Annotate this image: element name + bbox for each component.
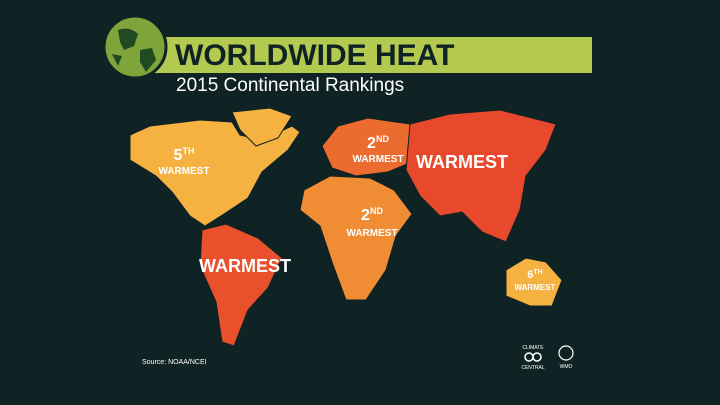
globe-land	[112, 28, 156, 73]
logo-text: WMO	[560, 364, 573, 370]
rank-label: WARMEST	[352, 154, 403, 165]
source: Source: NOAA/NCEI	[142, 359, 207, 366]
australia	[505, 257, 563, 307]
logo-mark	[532, 352, 542, 362]
south-america	[199, 223, 283, 347]
rank: 5TH	[174, 146, 195, 164]
title: WORLDWIDE HEAT	[175, 39, 454, 72]
title-banner	[150, 37, 592, 73]
rank-label: WARMEST	[346, 228, 397, 239]
logo-mark	[558, 345, 574, 361]
map	[129, 107, 563, 347]
logo-text: CENTRAL	[521, 365, 545, 371]
asia	[405, 109, 557, 243]
rank-label: WARMEST	[158, 166, 209, 177]
greenland	[231, 107, 293, 147]
north-america	[129, 119, 301, 227]
subtitle: 2015 Continental Rankings	[176, 75, 404, 96]
rank: 2ND	[361, 206, 383, 224]
globe-icon	[102, 14, 168, 80]
logo-text: CLIMATE	[522, 345, 544, 351]
africa	[299, 175, 413, 301]
rank-label: WARMEST	[515, 283, 556, 292]
rank-label: WARMEST	[416, 152, 508, 172]
rank-label: WARMEST	[199, 256, 291, 276]
rank: 6TH	[527, 269, 542, 281]
rank: 2ND	[367, 134, 389, 152]
